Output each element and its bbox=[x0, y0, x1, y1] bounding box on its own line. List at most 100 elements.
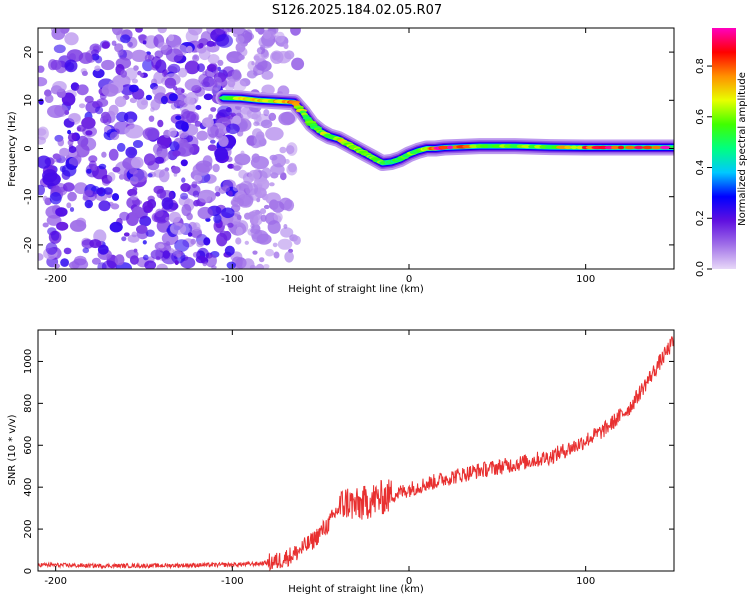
noise-blob bbox=[137, 34, 147, 41]
noise-blob bbox=[101, 41, 110, 49]
y-tick-label: 0 bbox=[23, 568, 34, 574]
x-tick-label: -100 bbox=[221, 274, 244, 285]
noise-blob bbox=[280, 112, 295, 124]
noise-blob bbox=[112, 166, 121, 173]
noise-blob bbox=[198, 48, 211, 61]
noise-blob bbox=[227, 78, 236, 88]
noise-blob bbox=[211, 87, 219, 95]
noise-blob bbox=[195, 160, 213, 173]
noise-blob bbox=[253, 214, 263, 226]
noise-blob bbox=[38, 77, 48, 87]
noise-blob bbox=[169, 141, 180, 152]
noise-blob bbox=[178, 67, 188, 78]
noise-blob bbox=[78, 52, 93, 64]
noise-blob bbox=[267, 220, 281, 234]
noise-blob bbox=[203, 93, 213, 101]
noise-blob bbox=[69, 219, 87, 232]
noise-blob bbox=[214, 147, 228, 161]
ridge-hotspot bbox=[634, 145, 644, 150]
noise-blob bbox=[96, 187, 104, 195]
noise-blob bbox=[201, 117, 214, 128]
noise-blob bbox=[175, 120, 187, 130]
noise-blob bbox=[131, 231, 138, 238]
noise-blob bbox=[268, 112, 277, 121]
noise-blob bbox=[150, 249, 165, 260]
noise-blob bbox=[91, 49, 99, 56]
noise-blob bbox=[133, 248, 138, 253]
noise-blob bbox=[68, 157, 81, 167]
y-tick-label: 200 bbox=[23, 520, 34, 539]
noise-blob bbox=[116, 111, 129, 122]
noise-blob bbox=[45, 242, 58, 255]
noise-blob bbox=[66, 202, 72, 209]
y-tick-label: -10 bbox=[23, 189, 34, 205]
noise-blob bbox=[168, 93, 178, 102]
noise-blob bbox=[168, 211, 181, 223]
noise-blob bbox=[56, 221, 69, 231]
noise-blob bbox=[53, 44, 66, 54]
noise-blob bbox=[127, 118, 134, 125]
noise-blob bbox=[142, 40, 147, 45]
noise-blob bbox=[49, 192, 62, 205]
noise-blob bbox=[156, 263, 168, 269]
noise-blob bbox=[124, 67, 138, 81]
noise-blob bbox=[236, 193, 252, 207]
noise-blob bbox=[59, 28, 70, 34]
x-tick-label: 0 bbox=[406, 274, 412, 285]
noise-blob bbox=[64, 59, 78, 73]
snr-x-label: Height of straight line (km) bbox=[288, 584, 424, 595]
noise-blob bbox=[86, 168, 92, 174]
noise-blob bbox=[253, 53, 265, 63]
noise-blob bbox=[132, 140, 144, 148]
noise-blob bbox=[63, 247, 72, 255]
noise-blob bbox=[271, 154, 287, 168]
noise-blob bbox=[202, 71, 208, 76]
ridge-hotspot bbox=[564, 145, 572, 150]
frequency-ridge bbox=[215, 89, 674, 171]
noise-blob bbox=[85, 130, 93, 136]
noise-blob bbox=[162, 250, 171, 259]
noise-blob bbox=[261, 70, 274, 80]
y-tick-label: -20 bbox=[23, 237, 34, 253]
noise-blob bbox=[283, 224, 288, 229]
noise-blob bbox=[232, 162, 243, 170]
noise-blob bbox=[238, 54, 245, 61]
noise-blob bbox=[256, 197, 261, 203]
noise-blob bbox=[262, 31, 272, 39]
noise-blob bbox=[180, 109, 191, 119]
noise-blob bbox=[273, 251, 280, 259]
noise-blob bbox=[210, 139, 216, 144]
noise-blob bbox=[131, 206, 144, 218]
y-tick-label: 10 bbox=[23, 94, 34, 107]
noise-blob bbox=[160, 95, 168, 105]
noise-blob bbox=[81, 70, 88, 76]
noise-blob bbox=[64, 110, 70, 115]
noise-blob bbox=[82, 195, 89, 201]
noise-blob bbox=[213, 214, 222, 224]
noise-blob bbox=[98, 163, 107, 170]
noise-blob bbox=[272, 242, 278, 248]
noise-blob bbox=[256, 47, 266, 55]
noise-blob bbox=[280, 172, 287, 181]
noise-blob bbox=[193, 174, 202, 182]
snr-series-line bbox=[38, 335, 674, 571]
noise-blob bbox=[64, 32, 79, 46]
noise-blob bbox=[38, 155, 51, 169]
noise-blob bbox=[192, 190, 200, 198]
noise-blob bbox=[120, 70, 127, 78]
noise-blob bbox=[217, 59, 224, 66]
noise-blob bbox=[215, 191, 221, 197]
noise-blob bbox=[101, 151, 107, 158]
noise-blob bbox=[180, 192, 189, 200]
noise-blob bbox=[225, 107, 232, 113]
noise-blob bbox=[150, 99, 161, 111]
noise-blob bbox=[172, 249, 182, 257]
noise-blob bbox=[119, 211, 130, 221]
noise-blob bbox=[96, 98, 109, 108]
noise-blob bbox=[92, 68, 105, 79]
noise-blob bbox=[125, 146, 138, 158]
noise-blob bbox=[142, 127, 160, 141]
noise-blob bbox=[245, 182, 258, 196]
noise-blob bbox=[74, 255, 87, 266]
noise-blob bbox=[81, 117, 96, 129]
